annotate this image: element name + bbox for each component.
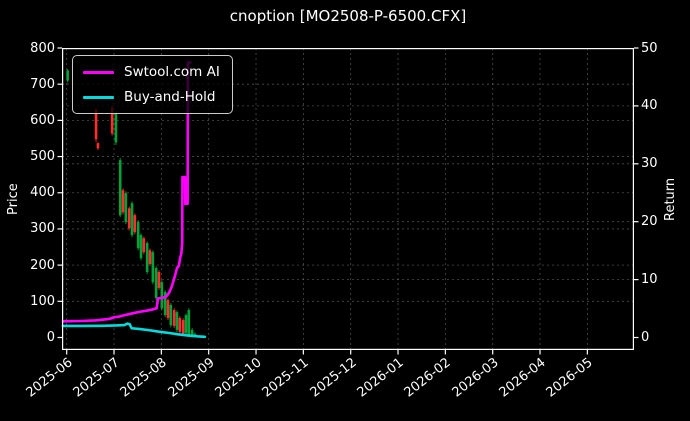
price-tick-label: 600 [30, 112, 55, 128]
candle-body [96, 143, 100, 149]
legend-item-ai: Swtool.com AI [83, 63, 220, 81]
candle-body [94, 109, 98, 140]
candle-body [110, 107, 114, 134]
return-tick-label: 20 [641, 214, 658, 230]
candle-body [160, 282, 164, 309]
candle-body [181, 320, 185, 334]
return-tick-label: 30 [641, 156, 658, 172]
return-axis-label: Return [663, 177, 678, 221]
return-tick-label: 10 [641, 272, 658, 288]
candle-body [166, 300, 170, 318]
price-axis-label: Price [6, 183, 21, 215]
legend-item-buyhold: Buy-and-Hold [83, 88, 220, 106]
plot-border [62, 48, 634, 350]
candle-body [175, 312, 179, 330]
price-tick-label: 700 [30, 76, 55, 92]
candle-body [124, 193, 128, 223]
legend-label-buyhold: Buy-and-Hold [124, 89, 216, 105]
price-tick-label: 800 [30, 40, 55, 56]
candle-body [151, 252, 155, 283]
candle-body [118, 160, 122, 216]
legend: Swtool.com AI Buy-and-Hold [72, 55, 233, 114]
candle-body [133, 215, 137, 233]
candle-body [145, 243, 149, 273]
candle-body [157, 272, 161, 288]
candle-body [148, 250, 152, 265]
candle-body [142, 238, 146, 253]
candle-body [121, 190, 125, 213]
return-tick-label: 0 [641, 330, 650, 345]
candle-body [114, 114, 118, 143]
candle-body [139, 235, 143, 259]
chart-title: cnoption [MO2508-P-6500.CFX] [229, 7, 467, 25]
price-tick-label: 300 [30, 221, 55, 237]
price-tick-label: 100 [30, 293, 55, 309]
candle-body [187, 309, 191, 337]
candle-body [184, 315, 188, 334]
price-tick-label: 0 [46, 330, 55, 345]
candle-body [130, 203, 134, 236]
return-tick-label: 50 [641, 40, 658, 56]
candle-body [136, 222, 140, 249]
candle-body [178, 317, 182, 333]
candle-body [154, 268, 158, 299]
legend-label-ai: Swtool.com AI [124, 64, 220, 80]
candle-body [127, 208, 131, 229]
candle-body [172, 309, 176, 326]
candle-body [163, 291, 167, 316]
price-tick-label: 500 [30, 149, 55, 165]
buyhold-return-line [61, 322, 207, 339]
candle-body [66, 70, 69, 81]
price-tick-label: 200 [30, 257, 55, 273]
ai-return-line [61, 61, 192, 323]
price-tick-label: 400 [30, 185, 55, 201]
candle-body [169, 304, 173, 326]
chart-canvas [57, 47, 639, 355]
return-tick-label: 40 [641, 98, 658, 114]
ai-line-swatch [83, 70, 114, 74]
buyhold-line-swatch [83, 95, 114, 99]
candle-body [190, 329, 194, 337]
